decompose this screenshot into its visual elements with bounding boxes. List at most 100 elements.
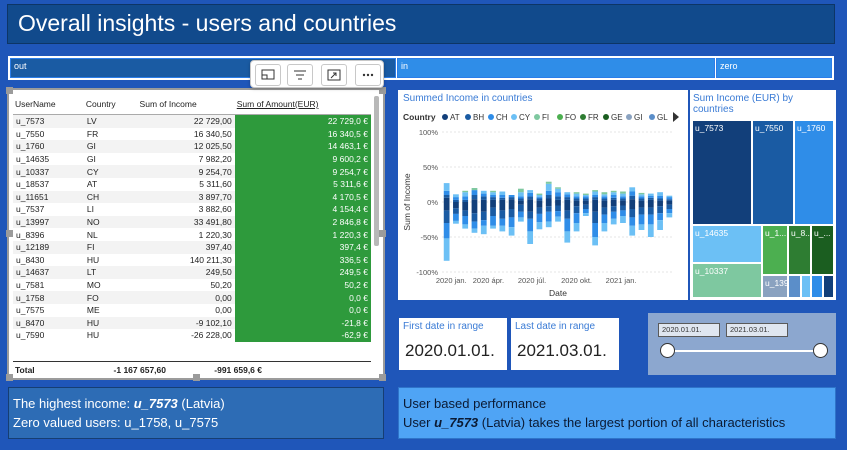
bar-segment[interactable] <box>666 209 673 214</box>
bar-segment[interactable] <box>620 210 626 216</box>
bar-segment[interactable] <box>592 202 598 212</box>
table-row[interactable]: u_14635 GI 7 982,20 9 600,2 € <box>13 152 371 166</box>
bar-segment[interactable] <box>601 223 608 232</box>
table-row[interactable]: u_7573 LV 22 729,00 22 729,0 € <box>13 114 371 128</box>
bar-segment[interactable] <box>471 221 478 229</box>
bar-segment[interactable] <box>518 196 524 199</box>
bar-segment[interactable] <box>471 188 478 191</box>
bar-segment[interactable] <box>582 213 589 216</box>
bar-segment[interactable] <box>564 231 571 243</box>
bar-segment[interactable] <box>480 211 487 221</box>
treemap-cell[interactable]: u_139... <box>762 275 788 298</box>
bar-segment[interactable] <box>592 237 598 246</box>
bar-segment[interactable] <box>555 196 561 200</box>
bar-segment[interactable] <box>620 205 626 211</box>
bar-segment[interactable] <box>480 199 487 202</box>
bar-segment[interactable] <box>638 202 645 208</box>
resize-handle-left[interactable] <box>6 230 13 237</box>
bar-segment[interactable] <box>508 197 515 200</box>
bar-segment[interactable] <box>666 200 673 202</box>
bar-segment[interactable] <box>582 204 589 209</box>
bar-segment[interactable] <box>471 199 478 202</box>
bar-segment[interactable] <box>601 207 608 215</box>
bar-segment[interactable] <box>518 217 524 222</box>
bar-segment[interactable] <box>601 198 608 201</box>
slider-track[interactable] <box>668 350 822 352</box>
bar-segment[interactable] <box>490 207 496 216</box>
treemap-cell[interactable] <box>788 275 801 298</box>
bar-segment[interactable] <box>536 193 543 195</box>
bar-segment[interactable] <box>536 213 543 223</box>
bar-segment[interactable] <box>629 202 636 209</box>
bar-segment[interactable] <box>536 198 543 201</box>
table-row[interactable]: u_8396 NL 1 220,30 1 220,3 € <box>13 228 371 241</box>
column-header-amount[interactable]: Sum of Amount(EUR) <box>236 99 319 109</box>
resize-handle-right[interactable] <box>379 230 386 237</box>
bar-segment[interactable] <box>592 197 598 200</box>
bar-segment[interactable] <box>536 222 543 230</box>
bar-segment[interactable] <box>610 190 617 193</box>
bar-segment[interactable] <box>490 216 496 226</box>
bar-segment[interactable] <box>601 200 608 202</box>
bar-segment[interactable] <box>499 197 506 200</box>
bar-segment[interactable] <box>555 202 561 206</box>
bar-segment[interactable] <box>536 197 543 199</box>
bar-segment[interactable] <box>545 195 552 199</box>
bar-segment[interactable] <box>582 193 589 195</box>
resize-handle-top-left[interactable] <box>6 87 13 94</box>
bar-segment[interactable] <box>518 192 524 197</box>
bar-segment[interactable] <box>527 192 534 197</box>
expand-button[interactable] <box>321 64 347 86</box>
bar-segment[interactable] <box>555 192 561 197</box>
bar-segment[interactable] <box>555 187 561 189</box>
table-scrollbar[interactable] <box>374 96 379 246</box>
bar-segment[interactable] <box>536 195 543 198</box>
bar-segment[interactable] <box>666 204 673 209</box>
bar-segment[interactable] <box>443 183 450 191</box>
bar-segment[interactable] <box>629 187 636 192</box>
treemap-cell[interactable]: u_7550 <box>752 120 794 225</box>
bar-segment[interactable] <box>527 231 534 244</box>
bar-segment[interactable] <box>573 223 580 232</box>
bar-segment[interactable] <box>518 202 524 205</box>
bar-segment[interactable] <box>462 216 469 225</box>
bar-segment[interactable] <box>573 193 580 197</box>
treemap-cell[interactable]: u_7573 <box>692 120 752 225</box>
bar-segment[interactable] <box>462 190 469 193</box>
table-row[interactable]: u_14637 LT 249,50 249,5 € <box>13 266 371 279</box>
bar-segment[interactable] <box>592 191 598 196</box>
bar-segment[interactable] <box>573 192 580 194</box>
slicer-start-date-input[interactable]: 2020.01.01. <box>658 323 720 337</box>
bar-segment[interactable] <box>499 191 506 196</box>
bar-segment[interactable] <box>657 213 663 221</box>
bar-segment[interactable] <box>471 202 478 214</box>
bar-segment[interactable] <box>545 181 552 184</box>
column-header-username[interactable]: UserName <box>15 99 56 109</box>
filter-segment-zero[interactable]: zero <box>716 58 832 78</box>
bar-segment[interactable] <box>564 210 571 219</box>
bar-segment[interactable] <box>564 194 571 198</box>
table-row[interactable]: u_18537 AT 5 311,60 5 311,6 € <box>13 177 371 191</box>
bar-segment[interactable] <box>471 228 478 233</box>
bar-segment[interactable] <box>657 198 663 201</box>
bar-segment[interactable] <box>647 224 654 237</box>
treemap-cell[interactable]: u_8... <box>788 225 811 275</box>
bar-segment[interactable] <box>647 202 654 208</box>
bar-segment[interactable] <box>657 200 663 202</box>
treemap-cell[interactable]: u_1760 <box>794 120 834 225</box>
bar-segment[interactable] <box>582 195 589 197</box>
table-row[interactable]: u_7581 MO 50,20 50,2 € <box>13 278 371 292</box>
bar-segment[interactable] <box>610 202 617 207</box>
bar-segment[interactable] <box>536 200 543 202</box>
bar-segment[interactable] <box>462 199 469 202</box>
bar-segment[interactable] <box>582 200 589 202</box>
bar-segment[interactable] <box>471 190 478 195</box>
bar-segment[interactable] <box>508 217 515 228</box>
treemap-cell[interactable] <box>801 275 811 298</box>
bar-segment[interactable] <box>480 225 487 235</box>
table-row[interactable]: u_1760 GI 12 025,50 14 463,1 € <box>13 140 371 153</box>
bar-segment[interactable] <box>453 197 459 200</box>
table-row[interactable]: u_8470 HU -9 102,10 -21,8 € <box>13 316 371 330</box>
bar-segment[interactable] <box>518 188 524 193</box>
bar-segment[interactable] <box>564 218 571 232</box>
